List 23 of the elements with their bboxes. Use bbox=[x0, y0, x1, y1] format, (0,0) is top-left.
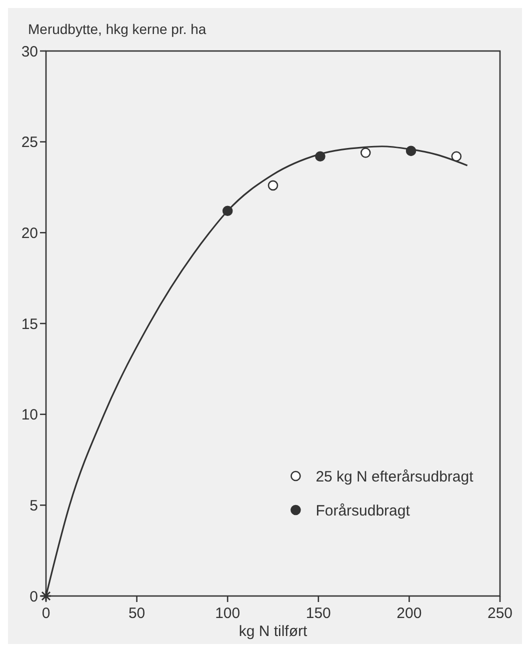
legend-label: Forårsudbragt bbox=[316, 502, 411, 520]
x-axis-title: kg N tilført bbox=[238, 623, 308, 640]
y-tick-label: 20 bbox=[21, 224, 38, 242]
x-tick-label: 250 bbox=[487, 605, 513, 622]
x-tick-label: 50 bbox=[128, 605, 146, 622]
x-tick-label: 200 bbox=[396, 605, 422, 622]
y-tick-label: 15 bbox=[21, 316, 38, 333]
x-tick-label: 100 bbox=[215, 605, 240, 622]
x-tick-label: 150 bbox=[306, 605, 331, 622]
x-tick-label: 0 bbox=[42, 605, 50, 622]
point bbox=[451, 151, 462, 162]
point bbox=[268, 180, 278, 191]
point bbox=[222, 206, 233, 216]
y-tick-label: 30 bbox=[21, 43, 38, 60]
point bbox=[360, 148, 371, 158]
y-tick-label: 10 bbox=[21, 406, 38, 424]
y-tick-label: 5 bbox=[30, 497, 38, 514]
y-tick-label: 25 bbox=[21, 134, 38, 152]
y-axis-title: Merudbytte, hkg kerne pr. ha bbox=[28, 21, 206, 37]
y-tick-label: 0 bbox=[30, 588, 38, 606]
point bbox=[315, 151, 326, 162]
point bbox=[406, 146, 416, 156]
legend-label: 25 kg N efterårsudbragt bbox=[316, 468, 474, 486]
